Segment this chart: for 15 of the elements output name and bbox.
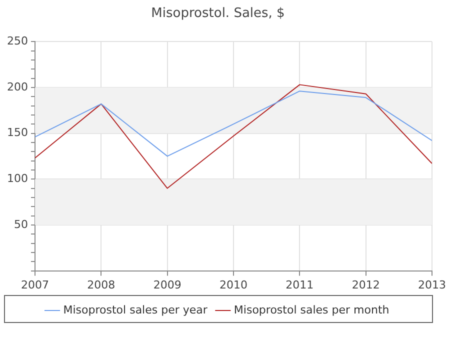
x-tick-label: 2011 [286,278,314,292]
x-tick-label: 2009 [153,278,182,292]
legend-label: Misoprostol sales per month [234,303,390,316]
y-tick-label: 200 [6,80,28,94]
legend-label: Misoprostol sales per year [63,303,208,316]
x-tick-label: 2013 [418,278,446,292]
y-tick-label: 250 [6,34,28,48]
y-tick-label: 50 [14,218,28,231]
y-tick-label: 150 [6,126,28,140]
x-tick-label: 2008 [87,278,116,292]
x-tick-label: 2010 [220,278,248,292]
y-tick-label: 100 [6,172,28,185]
chart-title: Misoprostol. Sales, $ [151,6,285,22]
x-tick-label: 2012 [352,278,380,292]
x-tick-label: 2007 [20,278,49,292]
